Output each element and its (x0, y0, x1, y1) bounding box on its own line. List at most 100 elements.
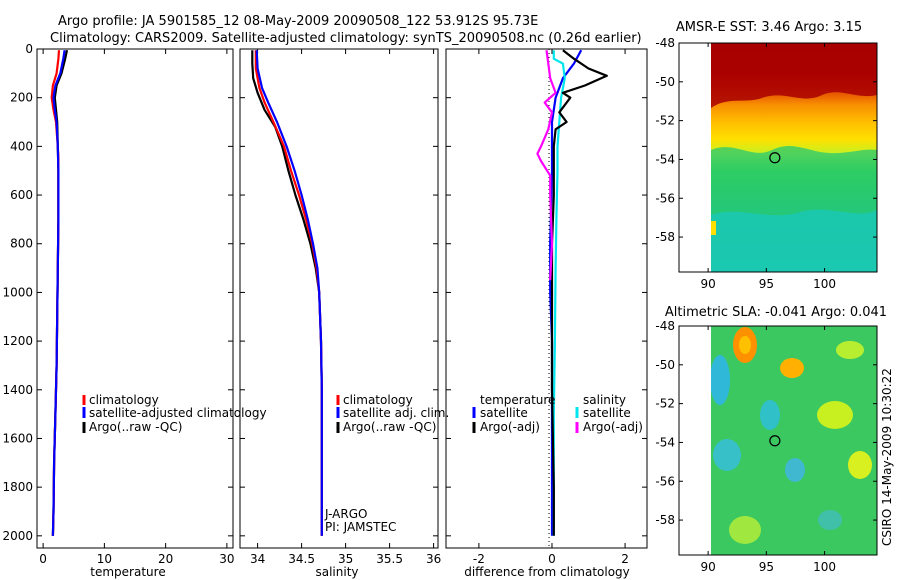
sla-map-panel: Altimetric SLA: -0.041 Argo: 0.041 90 95 1… (655, 305, 887, 574)
temperature-xlabel: temperature (90, 565, 165, 579)
legend-label-temp-argo: Argo(-adj) (480, 420, 540, 434)
temperature-panel: 0 200 400 600 800 1000 1200 1400 1600 1800 2000 0 1… (2, 42, 266, 579)
legend-label-temp-satellite: satellite (480, 406, 528, 420)
legend-label-satellite: satellite-adjusted climatology (89, 406, 267, 420)
difference-x-axis: -2 0 2 (446, 48, 647, 566)
sst-warm-patch (711, 221, 716, 235)
x-tick-label: 20 (158, 552, 173, 566)
y-tick-label: 400 (10, 139, 33, 153)
legend-label-sal-argo: Argo(-adj) (583, 420, 643, 434)
sla-low-anomaly (713, 439, 741, 471)
sla-high-anomaly (848, 451, 872, 479)
sla-y-axis: -48 -50 -52 -54 -56 -58 (655, 319, 877, 527)
y-tick-label: -48 (655, 36, 675, 50)
x-tick-label: 30 (219, 552, 234, 566)
y-tick-label: 1000 (2, 285, 33, 299)
sla-low-anomaly (711, 355, 730, 405)
argo-position-marker (769, 435, 781, 447)
y-tick-label: -58 (655, 230, 675, 244)
x-tick-label: 34 (250, 552, 265, 566)
argo-position-marker (769, 152, 781, 164)
temperature-x-axis: 0 10 20 30 (39, 49, 235, 566)
sla-high-anomaly (817, 401, 853, 429)
difference-panel: -2 0 2 difference from climatology tempera… (445, 48, 648, 579)
salinity-series (251, 50, 323, 536)
sla-high-anomaly (780, 358, 804, 378)
difference-xlabel: difference from climatology (464, 565, 630, 579)
sst-heatmap (711, 43, 877, 272)
y-tick-label: -50 (655, 75, 675, 89)
legend-label-argo: Argo(..raw -QC) (89, 420, 182, 434)
y-tick-label: -52 (655, 114, 675, 128)
y-tick-label: 1600 (2, 431, 33, 445)
x-tick-label: 2 (621, 552, 629, 566)
x-tick-label: 10 (97, 552, 112, 566)
x-tick-label: 35.5 (376, 552, 403, 566)
legend-header-salinity: salinity (583, 393, 626, 407)
sla-heatmap (711, 326, 877, 555)
y-tick-label: -56 (655, 191, 675, 205)
sst-map-title: AMSR-E SST: 3.46 Argo: 3.15 (676, 20, 862, 35)
sst-x-axis: 90 95 100 (700, 43, 836, 291)
temperature-legend: climatology satellite-adjusted climatolo… (82, 393, 267, 434)
temperature-axes-box (36, 48, 234, 549)
difference-series (536, 49, 608, 536)
sst-cold-region (711, 209, 877, 272)
salinity-legend: climatology satellite adj. clim. Argo(..… (336, 393, 449, 434)
sla-low-anomaly (760, 400, 780, 430)
x-tick-label: 90 (700, 560, 715, 574)
csiro-timestamp: CSIRO 14-May-2009 10:30:22 (880, 368, 894, 546)
y-tick-label: 0 (25, 42, 33, 56)
title-line-2: Climatology: CARS2009. Satellite-adjuste… (50, 31, 642, 46)
y-tick-label: -48 (655, 319, 675, 333)
float-program-label: J-ARGO (324, 507, 367, 521)
y-tick-label: 1400 (2, 383, 33, 397)
sla-high-core (739, 336, 751, 354)
sst-map-panel: AMSR-E SST: 3.46 Argo: 3.15 90 95 100 -48-… (655, 20, 878, 291)
sla-low-anomaly (785, 458, 805, 482)
x-tick-label: 0 (39, 552, 47, 566)
y-tick-label: 600 (10, 188, 33, 202)
y-tick-label: 200 (10, 91, 33, 105)
series-line-temperature-argo-adj- (550, 49, 608, 536)
salinity-axes-box (239, 48, 439, 549)
y-tick-label: 1800 (2, 480, 33, 494)
legend-label-argo: Argo(..raw -QC) (343, 420, 436, 434)
series-line-salinity-argo-adj- (536, 50, 557, 281)
float-pi-label: PI: JAMSTEC (325, 520, 396, 534)
salinity-x-axis: 34 34.5 35 35.5 36 (240, 48, 441, 566)
x-tick-label: 90 (700, 277, 715, 291)
sla-low-anomaly (818, 510, 842, 530)
y-tick-label: -52 (655, 397, 675, 411)
series-line-salinity-satellite (552, 50, 566, 536)
temperature-series (50, 49, 69, 536)
series-line-satellite-adjusted-climatology (51, 50, 66, 536)
difference-legend: temperature satellite Argo(-adj) salinit… (472, 393, 643, 434)
difference-axes-box (445, 48, 648, 549)
x-tick-label: 36 (426, 552, 441, 566)
y-tick-label: 1200 (2, 334, 33, 348)
y-tick-label: -50 (655, 358, 675, 372)
x-tick-label: 35 (338, 552, 353, 566)
legend-header-temperature: temperature (480, 393, 555, 407)
legend-label-climatology: climatology (343, 393, 413, 407)
x-tick-label: 100 (813, 277, 836, 291)
y-tick-label: -58 (655, 513, 675, 527)
legend-label-sal-satellite: satellite (583, 406, 631, 420)
y-tick-label: -54 (655, 152, 675, 166)
y-tick-label: -54 (655, 435, 675, 449)
title-line-1: Argo profile: JA 5901585_12 08-May-2009 … (58, 14, 538, 29)
x-tick-label: 95 (759, 560, 774, 574)
x-tick-label: 34.5 (288, 552, 315, 566)
series-line-argo-raw-qc- (251, 50, 323, 536)
sst-axes-box (678, 42, 878, 273)
sla-map-title: Altimetric SLA: -0.041 Argo: 0.041 (665, 305, 887, 320)
legend-label-climatology: climatology (89, 393, 159, 407)
depth-axis: 0 200 400 600 800 1000 1200 1400 1600 1800 2000 (2, 42, 233, 543)
sst-y-axis: -48 -50 -52 -54 -56 -58 (655, 36, 877, 244)
x-tick-label: 0 (548, 552, 556, 566)
y-tick-label: 800 (10, 237, 33, 251)
series-line-satellite-adj-clim- (255, 50, 323, 536)
legend-label-satellite: satellite adj. clim. (343, 406, 449, 420)
